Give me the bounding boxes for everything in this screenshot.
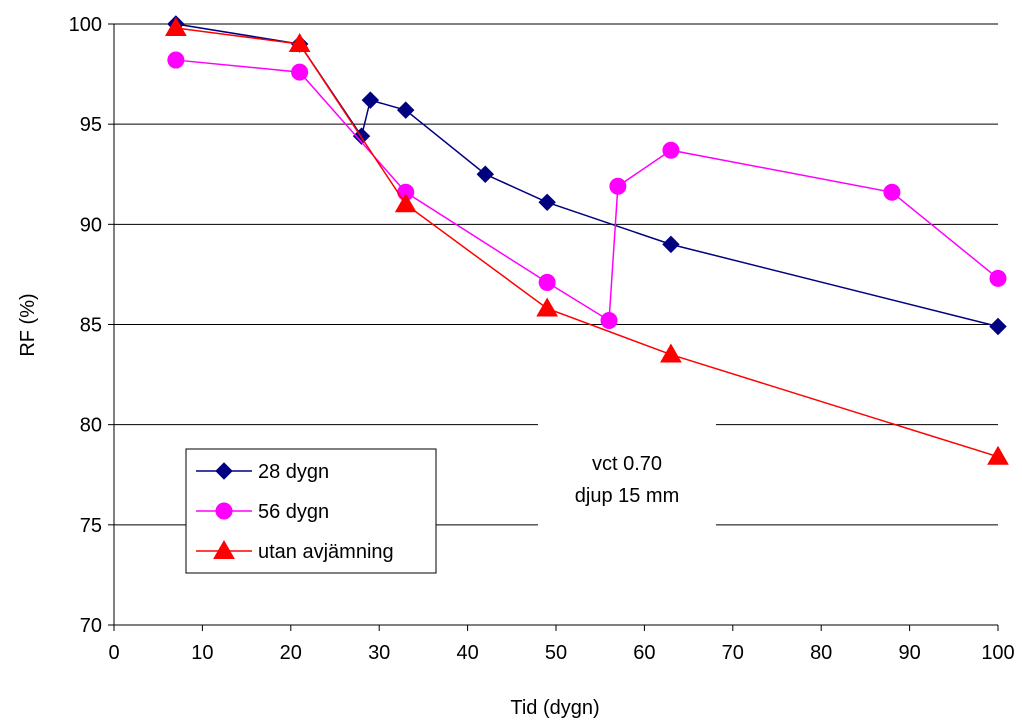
series-1-point [397, 101, 415, 119]
legend-swatch-marker [215, 502, 233, 520]
tick-label-x-100: 100 [981, 642, 1014, 664]
series-2-point [662, 141, 680, 159]
legend-item-3: utan avjämning [196, 539, 394, 563]
series-1-point [476, 165, 494, 183]
tick-label-y-80: 80 [80, 415, 102, 437]
tick-label-x-40: 40 [456, 642, 478, 664]
series-3-point [987, 445, 1009, 465]
tick-label-y-100: 100 [69, 14, 102, 36]
series-2-point [989, 269, 1007, 287]
legend-item-2: 56 dygn [196, 501, 329, 523]
axes: 70 75 80 85 90 95 100 0 10 20 30 40 50 60 70 80 90 100 [69, 14, 1015, 664]
annotation-line-2: djup 15 mm [575, 485, 680, 507]
legend-label: 56 dygn [258, 501, 329, 523]
tick-label-y-85: 85 [80, 315, 102, 337]
annotation: vct 0.70 djup 15 mm [538, 420, 716, 530]
series-2-point [291, 63, 309, 81]
series-3 [165, 16, 1009, 465]
y-axis-title: RF (%) [17, 293, 39, 356]
series-3-point [536, 297, 559, 317]
tick-label-x-20: 20 [280, 642, 302, 664]
tick-label-x-30: 30 [368, 642, 390, 664]
legend-swatch-marker [213, 539, 235, 559]
series-1-point [662, 235, 680, 254]
legend-swatch-marker [215, 462, 233, 480]
legend-label: utan avjämning [258, 541, 394, 563]
series-3-point [394, 193, 417, 213]
legend: 28 dygn 56 dygn utan avjämning [185, 448, 437, 574]
series-2-point [167, 51, 185, 69]
legend-label: 28 dygn [258, 461, 329, 483]
series-line-3 [175, 27, 999, 458]
series-3-point [660, 343, 682, 363]
tick-label-y-75: 75 [80, 515, 102, 537]
series-2-point [609, 177, 627, 195]
series-1-point [538, 193, 556, 212]
tick-label-x-70: 70 [722, 642, 744, 664]
tick-label-x-10: 10 [191, 642, 213, 664]
tick-label-x-90: 90 [898, 642, 920, 664]
series-3-point [165, 16, 187, 37]
series-2-point [538, 273, 556, 291]
tick-label-x-80: 80 [810, 642, 832, 664]
series-line-2 [175, 59, 999, 322]
tick-label-y-90: 90 [80, 214, 102, 236]
tick-label-x-50: 50 [545, 642, 567, 664]
series-3-point [288, 33, 311, 53]
tick-label-x-0: 0 [108, 642, 119, 664]
gridlines [114, 23, 998, 526]
series-1 [167, 15, 1007, 336]
legend-item-1: 28 dygn [196, 461, 329, 483]
tick-label-y-70: 70 [80, 615, 102, 637]
tick-label-y-95: 95 [80, 114, 102, 136]
x-axis-title: Tid (dygn) [510, 697, 599, 719]
series-2-point [883, 183, 901, 201]
series-1-point [989, 317, 1007, 336]
annotation-box [538, 420, 716, 530]
series-1-point [361, 91, 380, 109]
tick-label-x-60: 60 [633, 642, 655, 664]
series-2-point [600, 311, 618, 329]
series-2 [167, 51, 1007, 329]
annotation-line-1: vct 0.70 [592, 453, 662, 475]
series-group [165, 15, 1009, 465]
